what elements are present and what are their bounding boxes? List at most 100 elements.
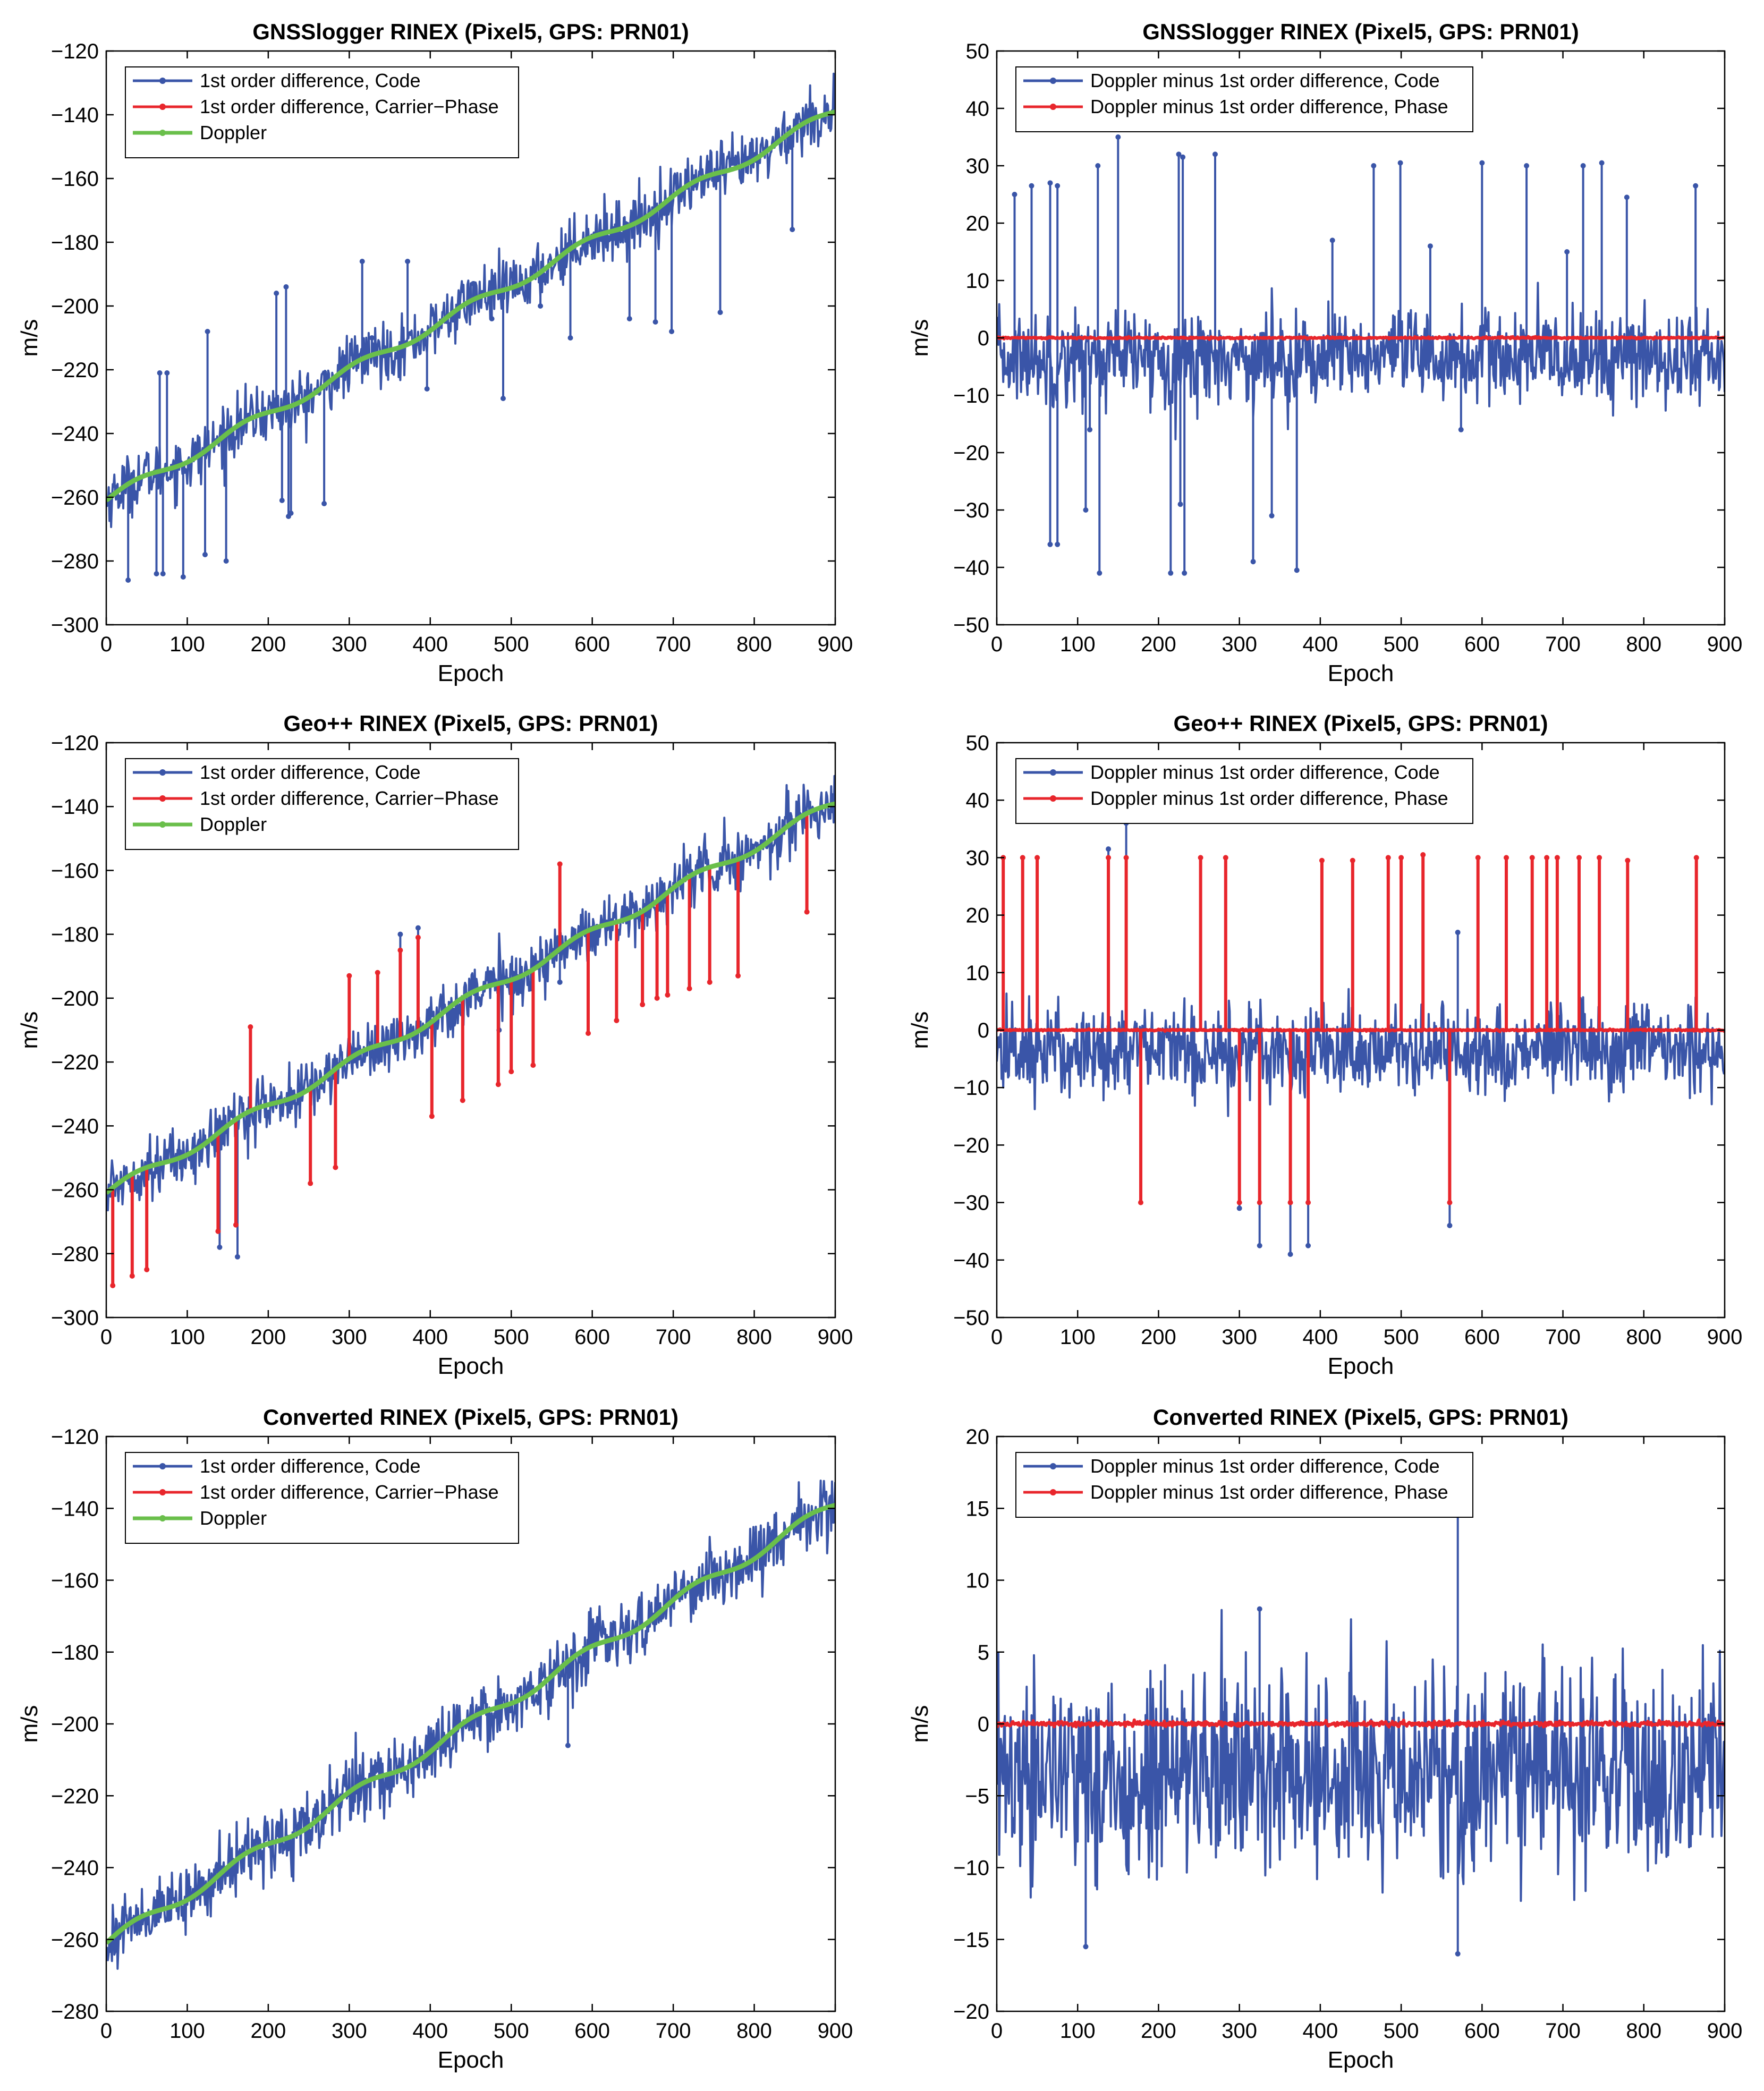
legend-label: Doppler minus 1st order difference, Code [1090,1455,1440,1477]
spike-marker [321,501,327,506]
legend-marker [1050,1463,1056,1469]
spike-marker [1182,570,1188,576]
spike-marker [1350,857,1355,863]
x-tick-label: 100 [169,2019,205,2043]
x-tick-label: 500 [1384,2019,1419,2043]
spike-marker [1236,1200,1242,1205]
y-tick-label: 10 [966,1569,990,1593]
legend-marker [159,1463,166,1469]
x-axis-label: Epoch [438,660,504,686]
spike-marker [223,558,229,564]
y-tick-label: −20 [953,1134,989,1157]
x-tick-label: 300 [1222,633,1257,656]
spike-marker [375,970,380,975]
legend: Doppler minus 1st order difference, Code… [1015,1452,1473,1518]
spike-marker [129,1273,135,1279]
y-tick-label: −50 [953,614,989,637]
spike-marker [1138,1200,1143,1205]
y-tick-label: 0 [978,1019,989,1042]
series-group [106,775,835,1288]
y-tick-label: 20 [966,904,990,928]
legend: 1st order difference, Code 1st order diff… [125,758,519,850]
chart-panel-p5: 0 100 200 300 400 500 600 700 800 900 −120 −140 −160… [16,1405,853,2073]
spike-marker [707,979,713,985]
spike-marker [369,335,375,341]
x-tick-label: 100 [1060,1325,1096,1349]
y-tick-label: −40 [953,1249,989,1272]
spike-marker [1047,180,1053,186]
spike-marker [665,992,671,998]
legend-marker [159,104,166,110]
x-tick-label: 100 [1060,633,1096,656]
y-tick-label: −240 [51,422,99,446]
y-tick-label: 50 [966,40,990,63]
spike-marker [415,925,421,931]
y-tick-label: −30 [953,499,989,522]
chart-panel-p2: 0 100 200 300 400 500 600 700 800 90050403020100−… [907,19,1742,686]
y-tick-label: −180 [51,1641,99,1664]
legend-label: Doppler minus 1st order difference, Phas… [1090,96,1448,117]
spike-marker [1269,513,1275,518]
spike-marker [804,909,810,915]
y-tick-label: 30 [966,846,990,870]
y-axis-label: m/s [907,319,933,357]
spike-marker [1123,855,1129,861]
spike-marker [1693,855,1699,861]
spike-marker [308,1180,313,1186]
chart-title: GNSSlogger RINEX (Pixel5, GPS: PRN01) [1142,19,1579,44]
x-tick-label: 700 [1545,1325,1581,1349]
spike-marker [233,1222,239,1228]
legend: 1st order difference, Code 1st order diff… [125,66,519,158]
legend-label: Doppler [200,1507,267,1529]
x-tick-label: 200 [1141,2019,1176,2043]
x-tick-label: 300 [332,2019,367,2043]
x-tick-label: 900 [1707,633,1743,656]
series-line-3 [106,109,835,503]
legend-label: 1st order difference, Carrier−Phase [200,96,499,117]
x-axis-label: Epoch [1328,1353,1394,1379]
legend-marker [1050,1489,1056,1495]
x-tick-label: 800 [736,2019,772,2043]
spike-marker [1223,855,1228,861]
x-tick-label: 900 [818,633,853,656]
x-tick-label: 0 [991,1325,1003,1349]
x-tick-label: 100 [169,633,205,656]
legend-marker [159,769,166,776]
series-line-2 [997,1718,1725,1729]
spike-marker [1198,855,1203,861]
x-tick-label: 400 [1303,2019,1338,2043]
spike-marker [1544,855,1550,861]
spike-marker [288,511,294,516]
spike-marker [160,571,166,576]
x-tick-label: 600 [1464,1325,1500,1349]
y-tick-label: 50 [966,732,990,755]
legend-label: 1st order difference, Carrier−Phase [200,787,499,809]
spike-marker [1599,160,1605,166]
x-tick-label: 600 [1464,2019,1500,2043]
spike-marker [1479,160,1485,166]
series-line-1 [997,822,1725,1255]
series-group [106,1480,835,1970]
x-tick-label: 800 [736,633,772,656]
chart-title: Converted RINEX (Pixel5, GPS: PRN01) [1153,1405,1568,1430]
x-tick-label: 900 [1707,2019,1743,2043]
y-axis-label: m/s [16,319,43,357]
chart-panel-p6: 0 100 200 300 400 500 600 700 800 900 20 15 10 5 0 −5 −1… [907,1405,1742,2073]
x-tick-label: 0 [100,1325,112,1349]
x-tick-label: 0 [100,2019,112,2043]
y-tick-label: −240 [51,1115,99,1138]
x-tick-label: 700 [1545,633,1581,656]
spike-marker [1012,192,1017,197]
x-tick-label: 0 [991,2019,1003,2043]
legend-marker [159,795,166,802]
x-tick-label: 500 [494,633,529,656]
spike-marker [180,574,186,580]
spike-marker [217,1244,223,1250]
spike-marker [154,571,159,576]
y-tick-label: 15 [966,1497,990,1520]
y-tick-label: −260 [51,1179,99,1202]
spike-marker [1398,855,1404,861]
x-tick-label: 700 [656,2019,691,2043]
spike-marker [538,303,544,309]
x-tick-label: 200 [251,2019,286,2043]
